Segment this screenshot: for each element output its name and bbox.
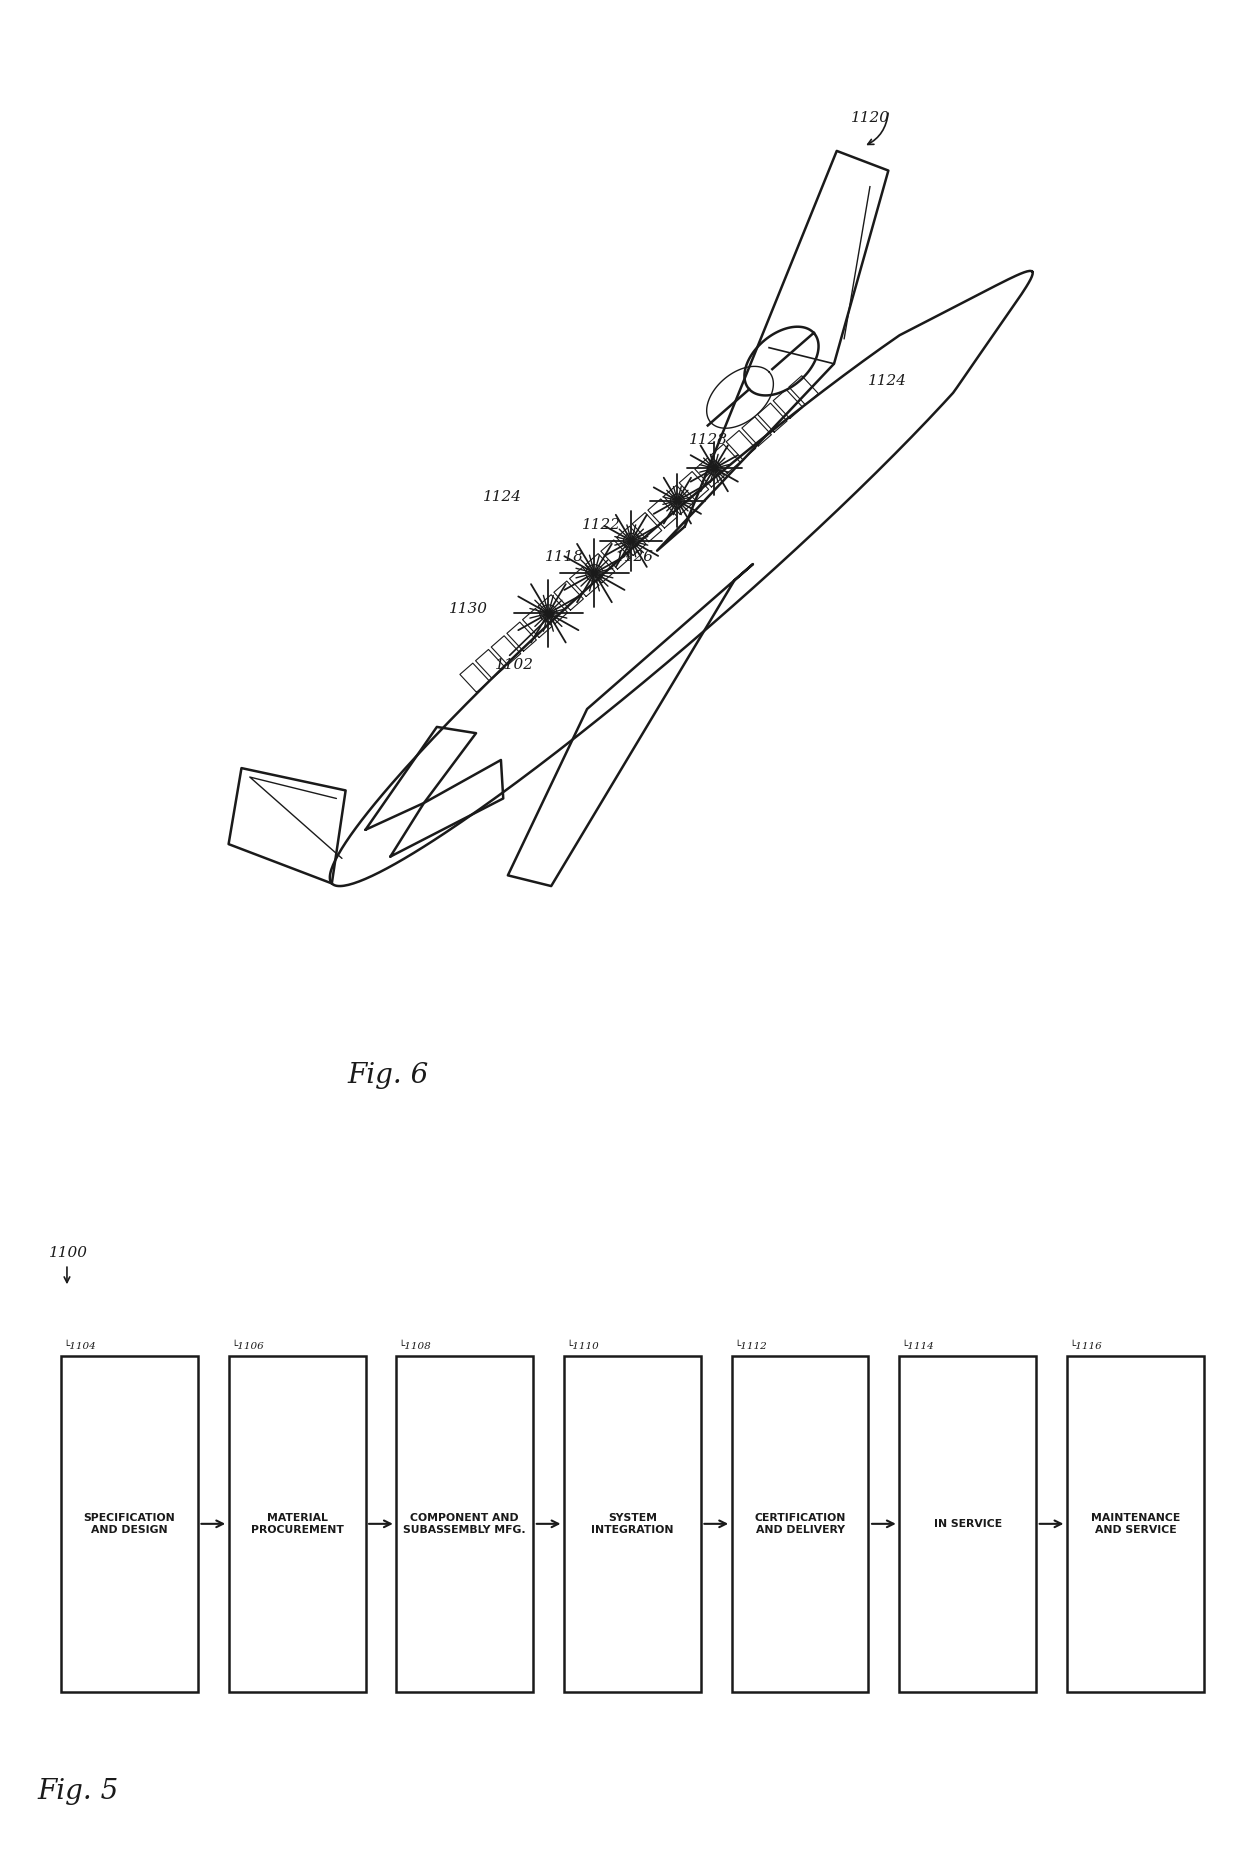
Text: 1124: 1124: [482, 491, 522, 503]
Text: COMPONENT AND
SUBASSEMBLY MFG.: COMPONENT AND SUBASSEMBLY MFG.: [403, 1512, 526, 1534]
Text: └1112: └1112: [734, 1342, 766, 1351]
Text: Fig. 6: Fig. 6: [347, 1062, 429, 1088]
Text: └1116: └1116: [1069, 1342, 1102, 1351]
Text: 1120: 1120: [851, 111, 890, 126]
Text: 1124: 1124: [868, 374, 908, 389]
Bar: [564, 1355, 701, 1692]
Text: 1126: 1126: [615, 550, 655, 565]
Text: 1128: 1128: [689, 433, 728, 448]
Text: 1122: 1122: [582, 518, 621, 531]
Text: SPECIFICATION
AND DESIGN: SPECIFICATION AND DESIGN: [83, 1512, 175, 1534]
Text: 1100: 1100: [50, 1246, 88, 1259]
Bar: [732, 1355, 868, 1692]
Text: CERTIFICATION
AND DELIVERY: CERTIFICATION AND DELIVERY: [754, 1512, 846, 1534]
Text: 1102: 1102: [495, 659, 534, 672]
Text: IN SERVICE: IN SERVICE: [934, 1520, 1002, 1529]
Text: └1110: └1110: [567, 1342, 599, 1351]
Bar: [61, 1355, 198, 1692]
Text: └1114: └1114: [901, 1342, 935, 1351]
Text: └1104: └1104: [63, 1342, 97, 1351]
Bar: [397, 1355, 533, 1692]
Bar: [899, 1355, 1037, 1692]
Bar: [1066, 1355, 1204, 1692]
Text: MATERIAL
PROCUREMENT: MATERIAL PROCUREMENT: [250, 1512, 343, 1534]
Text: MAINTENANCE
AND SERVICE: MAINTENANCE AND SERVICE: [1091, 1512, 1180, 1534]
Text: 1130: 1130: [449, 602, 489, 616]
Text: SYSTEM
INTEGRATION: SYSTEM INTEGRATION: [591, 1512, 673, 1534]
Text: └1108: └1108: [399, 1342, 432, 1351]
Text: └1106: └1106: [231, 1342, 264, 1351]
Bar: [228, 1355, 366, 1692]
Text: Fig. 5: Fig. 5: [37, 1777, 119, 1805]
Text: 1118: 1118: [544, 550, 584, 565]
